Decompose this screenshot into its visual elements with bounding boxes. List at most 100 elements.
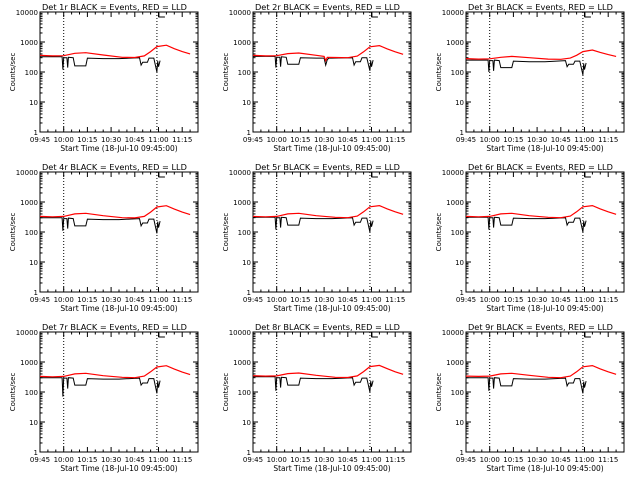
y-tick-label: 1000: [233, 199, 251, 207]
x-tick-label: 10:00: [480, 456, 500, 464]
panel-title: Det 8r BLACK = Events, RED = LLD: [255, 322, 400, 332]
y-tick-label: 1: [460, 449, 464, 457]
x-tick-label: 11:00: [361, 296, 381, 304]
x-axis-label: Start Time (18-Jul-10 09:45:00): [486, 304, 603, 313]
x-tick-label: 11:15: [385, 296, 405, 304]
y-tick-label: 10: [29, 419, 38, 427]
y-tick-label: 1: [247, 129, 251, 137]
y-tick-label: 10000: [229, 9, 251, 17]
y-tick-label: 100: [238, 69, 251, 77]
x-axis-label: Start Time (18-Jul-10 09:45:00): [60, 464, 177, 473]
y-tick-label: 10: [242, 419, 251, 427]
series-events-line: [253, 55, 374, 71]
x-tick-label: 09:45: [30, 456, 50, 464]
y-tick-label: 10: [29, 259, 38, 267]
y-axis-label: Counts/sec: [9, 373, 17, 412]
y-tick-label: 1000: [20, 39, 38, 47]
y-axis-label: Counts/sec: [9, 213, 17, 252]
time-bracket-marker: [158, 332, 165, 338]
y-tick-label: 1: [247, 449, 251, 457]
panel-det-1r: Det 1r BLACK = Events, RED = LLD 1 10 100 10…: [9, 2, 199, 153]
x-tick-label: 10:45: [338, 136, 358, 144]
series-lld-line: [465, 49, 617, 60]
y-tick-label: 1000: [233, 39, 251, 47]
x-tick-label: 11:00: [574, 456, 594, 464]
x-axis-label: Start Time (18-Jul-10 09:45:00): [486, 464, 603, 473]
y-tick-label: 10000: [16, 9, 38, 17]
x-tick-label: 11:15: [172, 456, 192, 464]
y-tick-label: 100: [238, 229, 251, 237]
x-tick-label: 10:15: [503, 456, 523, 464]
x-tick-label: 10:30: [314, 296, 334, 304]
y-tick-label: 100: [25, 389, 38, 397]
y-axis-label: Counts/sec: [435, 373, 443, 412]
panel-title: Det 7r BLACK = Events, RED = LLD: [42, 322, 187, 332]
y-tick-label: 1: [460, 289, 464, 297]
y-tick-label: 1000: [446, 359, 464, 367]
y-tick-label: 1000: [20, 359, 38, 367]
series-lld-line: [39, 365, 191, 379]
x-tick-label: 10:45: [125, 456, 145, 464]
y-tick-label: 1: [247, 289, 251, 297]
y-axis-label: Counts/sec: [222, 213, 230, 252]
x-tick-label: 10:30: [527, 136, 547, 144]
x-tick-label: 10:30: [314, 136, 334, 144]
x-tick-label: 10:15: [77, 136, 97, 144]
y-tick-label: 100: [25, 69, 38, 77]
y-axis-label: Counts/sec: [435, 53, 443, 92]
x-tick-label: 10:00: [480, 296, 500, 304]
y-tick-label: 1000: [446, 199, 464, 207]
series-events-line: [466, 59, 587, 76]
x-tick-label: 11:15: [598, 136, 618, 144]
series-events-line: [253, 216, 374, 233]
panel-title: Det 1r BLACK = Events, RED = LLD: [42, 2, 187, 12]
x-tick-label: 10:00: [480, 136, 500, 144]
panel-det-2r: Det 2r BLACK = Events, RED = LLD 1 10 100 10…: [222, 2, 412, 153]
y-tick-label: 10: [29, 99, 38, 107]
series-lld-line: [252, 44, 404, 63]
x-tick-label: 11:00: [361, 456, 381, 464]
x-tick-label: 09:45: [30, 136, 50, 144]
y-tick-label: 10000: [442, 329, 464, 337]
x-tick-label: 09:45: [456, 456, 476, 464]
panel-title: Det 2r BLACK = Events, RED = LLD: [255, 2, 400, 12]
panel-title: Det 6r BLACK = Events, RED = LLD: [468, 162, 613, 172]
panel-det-4r: Det 4r BLACK = Events, RED = LLD 1 10 100 10…: [9, 162, 199, 313]
panel-det-3r: Det 3r BLACK = Events, RED = LLD 1 10 100 10…: [435, 2, 625, 153]
time-bracket-marker: [158, 172, 165, 178]
x-tick-label: 10:00: [54, 136, 74, 144]
y-tick-label: 10: [455, 99, 464, 107]
x-axis-label: Start Time (18-Jul-10 09:45:00): [60, 304, 177, 313]
series-events-line: [40, 217, 161, 234]
panel-title: Det 5r BLACK = Events, RED = LLD: [255, 162, 400, 172]
y-tick-label: 10: [242, 259, 251, 267]
y-tick-label: 100: [25, 229, 38, 237]
x-tick-label: 09:45: [243, 296, 263, 304]
series-events-line: [253, 376, 374, 393]
y-tick-label: 100: [451, 69, 464, 77]
x-tick-label: 10:45: [551, 296, 571, 304]
x-tick-label: 10:15: [503, 296, 523, 304]
x-tick-label: 11:15: [598, 456, 618, 464]
y-tick-label: 100: [451, 229, 464, 237]
series-lld-line: [252, 364, 404, 379]
y-tick-label: 1000: [20, 199, 38, 207]
series-lld-line: [252, 204, 404, 219]
series-lld-line: [39, 44, 191, 59]
time-bracket-marker: [584, 12, 591, 18]
series-lld-line: [465, 364, 617, 379]
y-tick-label: 10000: [16, 169, 38, 177]
y-tick-label: 100: [451, 389, 464, 397]
x-tick-label: 09:45: [243, 456, 263, 464]
panel-title: Det 9r BLACK = Events, RED = LLD: [468, 322, 613, 332]
x-tick-label: 11:15: [172, 136, 192, 144]
panel-det-9r: Det 9r BLACK = Events, RED = LLD 1 10 100 10…: [435, 322, 625, 473]
time-bracket-marker: [158, 12, 165, 18]
series-lld-line: [465, 204, 617, 219]
x-tick-label: 10:15: [290, 296, 310, 304]
x-tick-label: 10:15: [290, 136, 310, 144]
x-tick-label: 10:45: [338, 456, 358, 464]
y-tick-label: 1000: [446, 39, 464, 47]
y-axis-label: Counts/sec: [222, 373, 230, 412]
